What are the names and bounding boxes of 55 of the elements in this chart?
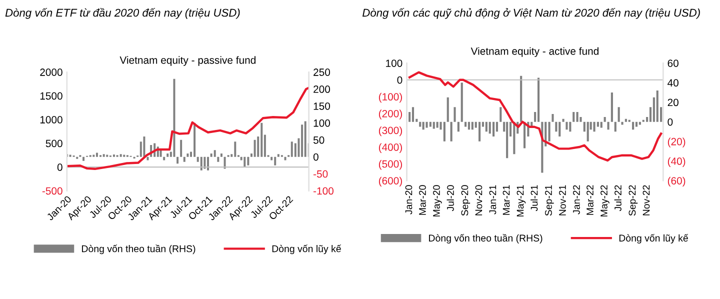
y2-tick-label: 200: [314, 86, 330, 93]
x-tick-label: Jul-21: [530, 185, 538, 212]
chart-subtitle: Vietnam equity - active fund: [470, 47, 598, 57]
y2-tick-label: 150: [314, 102, 330, 110]
x-tick-label: May-21: [516, 185, 526, 216]
x-tick-label: Mar-22: [586, 185, 594, 215]
y-tick-label: (200): [378, 110, 402, 120]
y2-tick-label: 0: [668, 118, 673, 126]
y-tick-label: 500: [46, 140, 62, 148]
legend-label: Dòng vốn theo tuần (RHS): [82, 244, 196, 254]
y2-tick-label: -50: [314, 170, 328, 178]
y2-tick-label: 100: [314, 119, 330, 127]
x-tick-label: May-22: [600, 185, 610, 216]
chart-title: Dòng vốn ETF từ đầu 2020 đến nay (triệu USD): [5, 8, 240, 19]
y-tick-label: 2000: [40, 68, 62, 76]
y2-tick-label: 60: [668, 60, 678, 67]
x-tick-label: Jan-22: [573, 185, 580, 214]
y2-tick-label: (60): [668, 176, 686, 187]
x-tick-label: May-20: [433, 185, 442, 216]
y2-tick-label: 40: [668, 79, 678, 87]
y-tick-label: 1000: [40, 116, 62, 124]
x-tick-label: Jan-20: [405, 185, 412, 214]
x-tick-label: Mar-20: [419, 185, 426, 215]
y-tick-label: 0: [57, 164, 62, 171]
x-tick-label: Sep-20: [461, 185, 470, 216]
x-tick-label: Nov-22: [642, 185, 650, 216]
legend-label: Dòng vốn theo tuần (RHS): [429, 234, 542, 244]
y2-tick-label: -100: [314, 187, 334, 195]
y2-tick-label: 250: [314, 68, 330, 76]
x-tick-label: Sep-22: [628, 185, 638, 216]
chart-title: Dòng vốn các quỹ chủ động ở Việt Nam từ 2020 đến nay (triệu USD): [362, 8, 700, 19]
y2-tick-label: (20): [668, 138, 686, 148]
y2-tick-label: (40): [668, 157, 686, 167]
chart-subtitle: Vietnam equity - passive fund: [120, 56, 256, 66]
y-tick-label: 100: [386, 60, 402, 67]
x-tick-label: Sep-21: [545, 185, 554, 216]
y-tick-label: (500): [378, 160, 402, 170]
y-tick-label: -500: [42, 187, 62, 195]
y-tick-label: (100): [378, 92, 402, 103]
legend-label: Dòng vốn lũy kế: [272, 244, 342, 254]
x-tick-label: Mar-21: [502, 185, 510, 215]
x-tick-label: Jul-20: [446, 185, 454, 212]
y-tick-label: 1500: [40, 92, 62, 100]
y-tick-label: (300): [378, 126, 402, 136]
legend-label: Dòng vốn lũy kế: [619, 234, 688, 244]
x-tick-label: Jul-22: [614, 185, 622, 212]
y-tick-label: (600): [378, 176, 402, 187]
y2-tick-label: 0: [313, 153, 318, 161]
y2-tick-label: 50: [313, 136, 324, 144]
x-tick-label: Nov-20: [475, 185, 482, 216]
y-tick-label: (400): [378, 143, 402, 153]
x-tick-label: Nov-21: [559, 185, 566, 216]
y-tick-label: 0: [397, 76, 402, 84]
x-tick-label: Jan-21: [489, 185, 496, 214]
y2-tick-label: 20: [668, 98, 678, 106]
